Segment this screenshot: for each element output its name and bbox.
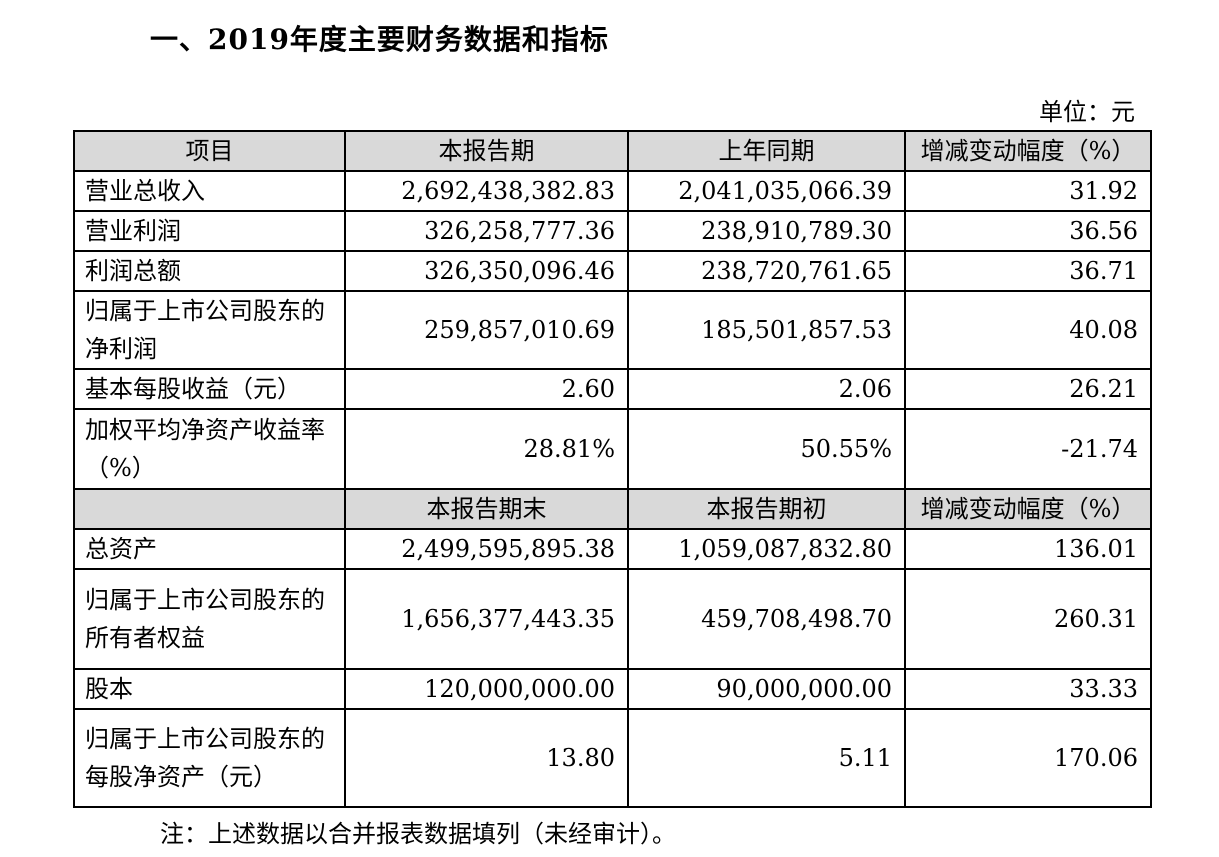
row-item: 总资产 [73, 528, 346, 570]
table-row: 基本每股收益（元） 2.60 2.06 26.21 [73, 368, 1152, 410]
row-previous: 2.06 [627, 368, 906, 410]
header-cell-item: 项目 [73, 130, 346, 172]
row-item: 归属于上市公司股东的净利润 [73, 290, 346, 370]
row-current: 2,499,595,895.38 [344, 528, 629, 570]
table-row: 归属于上市公司股东的所有者权益 1,656,377,443.35 459,708… [73, 568, 1152, 670]
header-cell-previous: 上年同期 [627, 130, 906, 172]
row-item: 基本每股收益（元） [73, 368, 346, 410]
table-header-row: 项目 本报告期 上年同期 增减变动幅度（%） [73, 130, 1152, 172]
row-previous: 2,041,035,066.39 [627, 170, 906, 212]
row-item: 归属于上市公司股东的每股净资产（元） [73, 708, 346, 808]
row-current: 120,000,000.00 [344, 668, 629, 710]
row-current: 13.80 [344, 708, 629, 808]
row-item: 营业总收入 [73, 170, 346, 212]
table-subheader-row: 本报告期末 本报告期初 增减变动幅度（%） [73, 488, 1152, 530]
row-change: 36.56 [904, 210, 1152, 252]
unit-label: 单位：元 [1039, 98, 1135, 126]
row-previous: 90,000,000.00 [627, 668, 906, 710]
row-item: 加权平均净资产收益率（%） [73, 408, 346, 490]
table-row: 营业总收入 2,692,438,382.83 2,041,035,066.39 … [73, 170, 1152, 212]
row-change: 40.08 [904, 290, 1152, 370]
row-previous: 238,720,761.65 [627, 250, 906, 292]
financial-table: 项目 本报告期 上年同期 增减变动幅度（%） 营业总收入 2,692,438,3… [73, 130, 1152, 808]
table-row: 归属于上市公司股东的每股净资产（元） 13.80 5.11 170.06 [73, 708, 1152, 808]
row-item: 营业利润 [73, 210, 346, 252]
page-title: 一、2019年度主要财务数据和指标 [150, 23, 609, 56]
table-footnote: 注：上述数据以合并报表数据填列（未经审计）。 [160, 820, 676, 848]
row-change: 260.31 [904, 568, 1152, 670]
table-row: 股本 120,000,000.00 90,000,000.00 33.33 [73, 668, 1152, 710]
table-row: 营业利润 326,258,777.36 238,910,789.30 36.56 [73, 210, 1152, 252]
row-change: -21.74 [904, 408, 1152, 490]
row-previous: 238,910,789.30 [627, 210, 906, 252]
table-row: 归属于上市公司股东的净利润 259,857,010.69 185,501,857… [73, 290, 1152, 370]
subheader-cell-change: 增减变动幅度（%） [904, 488, 1152, 530]
table-row: 加权平均净资产收益率（%） 28.81% 50.55% -21.74 [73, 408, 1152, 490]
row-change: 26.21 [904, 368, 1152, 410]
row-current: 326,258,777.36 [344, 210, 629, 252]
table-row: 利润总额 326,350,096.46 238,720,761.65 36.71 [73, 250, 1152, 292]
subheader-cell-item [73, 488, 346, 530]
row-previous: 50.55% [627, 408, 906, 490]
row-previous: 1,059,087,832.80 [627, 528, 906, 570]
header-cell-current: 本报告期 [344, 130, 629, 172]
row-change: 36.71 [904, 250, 1152, 292]
row-previous: 459,708,498.70 [627, 568, 906, 670]
row-previous: 5.11 [627, 708, 906, 808]
row-change: 136.01 [904, 528, 1152, 570]
row-change: 33.33 [904, 668, 1152, 710]
subheader-cell-previous: 本报告期初 [627, 488, 906, 530]
row-change: 170.06 [904, 708, 1152, 808]
row-previous: 185,501,857.53 [627, 290, 906, 370]
row-item: 股本 [73, 668, 346, 710]
row-current: 259,857,010.69 [344, 290, 629, 370]
row-current: 2.60 [344, 368, 629, 410]
row-current: 326,350,096.46 [344, 250, 629, 292]
table-row: 总资产 2,499,595,895.38 1,059,087,832.80 13… [73, 528, 1152, 570]
row-item: 归属于上市公司股东的所有者权益 [73, 568, 346, 670]
row-change: 31.92 [904, 170, 1152, 212]
row-item: 利润总额 [73, 250, 346, 292]
row-current: 28.81% [344, 408, 629, 490]
row-current: 2,692,438,382.83 [344, 170, 629, 212]
subheader-cell-current: 本报告期末 [344, 488, 629, 530]
row-current: 1,656,377,443.35 [344, 568, 629, 670]
header-cell-change: 增减变动幅度（%） [904, 130, 1152, 172]
